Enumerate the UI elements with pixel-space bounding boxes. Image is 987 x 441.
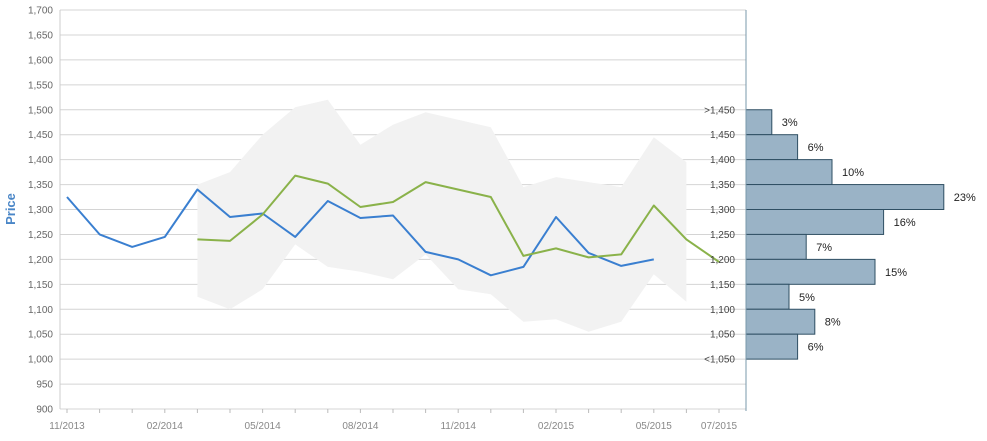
histogram-bin-label: 1,450 [710,130,735,141]
histogram-bin-label: 1,250 [710,230,735,241]
histogram-bar [745,209,885,235]
histogram-percent-label: 5% [799,292,815,304]
histogram-percent-label: 10% [842,167,864,179]
axis-layer: 900 950 1,000 1,050 1,100 1,150 1,200 1,250 1,30… [28,6,747,432]
histogram-percent-label: 6% [808,342,824,354]
histogram-layer: 3% 6% 10% 23% 16% 7% 15% 5% 8% 6% >1,450 1,450 1,400… [704,105,976,365]
histogram-bar [745,184,945,210]
x-tick-label: 08/2014 [342,421,379,432]
y-tick-label: 1,550 [28,80,53,91]
x-tick-label: 05/2015 [636,421,673,432]
x-tick-label: 02/2015 [538,421,575,432]
histogram-percent-label: 6% [808,142,824,154]
histogram-percent-label: 16% [894,217,916,229]
histogram-bin-label: 1,100 [710,305,735,316]
x-tick-label: 05/2014 [245,421,282,432]
histogram-bin-label: 1,400 [710,155,735,166]
y-tick-label: 1,050 [28,330,53,341]
y-tick-label: 1,600 [28,55,53,66]
histogram-percent-label: 3% [782,117,798,129]
y-tick-label: 900 [36,405,53,416]
y-tick-label: 1,000 [28,355,53,366]
histogram-percent-label: 7% [816,242,832,254]
histogram-bin-label: <1,050 [704,355,735,366]
histogram-bin-label: 1,150 [710,280,735,291]
series-line-2 [197,174,720,263]
histogram-bar [745,159,833,186]
y-tick-label: 1,350 [28,180,53,191]
histogram-bin-label: 1,200 [710,255,735,266]
x-tick-label: 07/2015 [701,421,738,432]
grid-layer [60,9,746,410]
histogram-bin-label: 1,300 [710,205,735,216]
series-layer [66,174,720,277]
histogram-percent-label: 15% [885,267,907,279]
histogram-percent-label: 23% [954,192,976,204]
histogram-bar [745,283,790,310]
y-tick-label: 1,150 [28,280,53,291]
histogram-bin-label: >1,450 [704,105,735,116]
y-tick-label: 1,250 [28,230,53,241]
histogram-bar [745,134,799,161]
y-tick-label: 1,400 [28,155,53,166]
y-tick-label: 950 [36,380,53,391]
histogram-bin-label: 1,050 [710,330,735,341]
y-tick-label: 1,700 [28,6,53,17]
y-tick-label: 1,450 [28,130,53,141]
histogram-bar [745,233,807,260]
forecast-band [197,99,687,332]
y-axis-label: Price [3,193,18,225]
y-tick-label: 1,650 [28,30,53,41]
x-tick-label: 02/2014 [147,421,184,432]
forecast-band-layer [197,99,687,332]
x-tick-label: 11/2014 [440,421,476,432]
histogram-bar [745,308,816,335]
histogram-percent-label: 8% [825,317,841,329]
y-tick-label: 1,100 [28,305,53,316]
y-tick-label: 1,300 [28,205,53,216]
histogram-bin-label: 1,350 [710,180,735,191]
x-tick-label: 11/2013 [49,421,85,432]
y-tick-label: 1,500 [28,105,53,116]
series-line-1 [66,188,654,277]
histogram-bar [745,258,876,285]
y-tick-label: 1,200 [28,255,53,266]
histogram-bar [745,333,799,360]
histogram-bar [745,109,773,136]
